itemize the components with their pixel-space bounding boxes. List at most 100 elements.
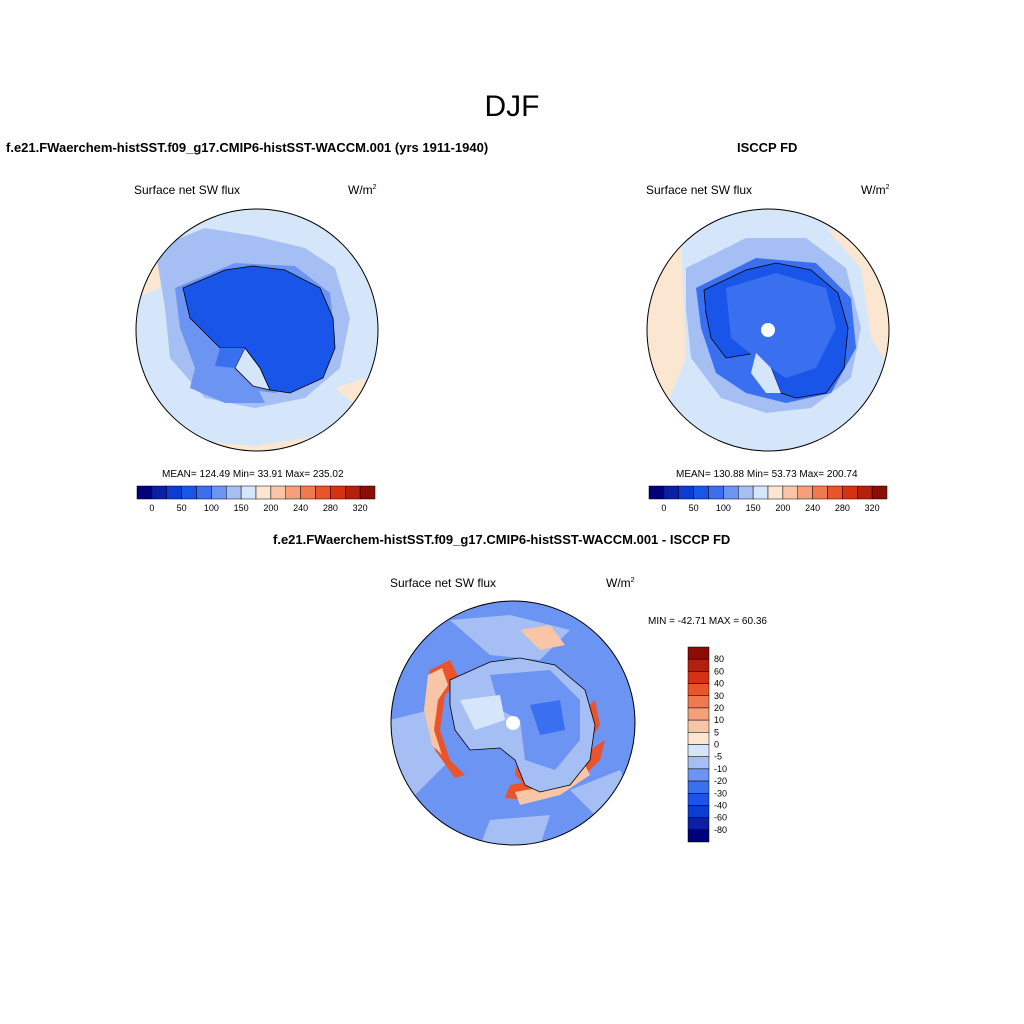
panel-3-colorbar-swatch: [687, 793, 710, 806]
panel-3-colorbar-tick-label: 10: [714, 715, 724, 725]
panel-3-variable: Surface net SW flux: [390, 576, 497, 590]
panel-2-variable: Surface net SW flux: [646, 183, 753, 197]
panel-3-colorbar-swatch: [687, 732, 710, 745]
panel-2-colorbar: [648, 485, 888, 500]
panel-1-colorbar-tick-label: 200: [263, 503, 278, 513]
panel-3-colorbar-swatch: [687, 707, 710, 721]
panel-3-colorbar-tick-label: 30: [714, 691, 724, 701]
panel-3-colorbar-labels: 80 60 40 30 20 10 5 0 -5 -10 -20 -30 -40 -60 -80: [714, 654, 727, 835]
panel-3-colorbar-tick-label: 0: [714, 740, 719, 750]
panel-1-colorbar-tick-label: 100: [204, 503, 219, 513]
panel-3-colorbar-tick-label: -60: [714, 813, 727, 823]
panel-2-colorbar-swatch: [812, 485, 828, 500]
panel-2-colorbar-swatch: [663, 485, 679, 500]
panel-2-colorbar-swatch: [723, 485, 739, 500]
panel-3-colorbar-swatch: [687, 756, 710, 770]
panel-2-colorbar-swatch: [767, 485, 784, 500]
panel-2-colorbar-swatch: [708, 485, 724, 500]
panel-2-colorbar-swatch: [782, 485, 798, 500]
panel-2-colorbar-swatch: [678, 485, 694, 500]
panel-3-colorbar-swatch: [687, 683, 710, 696]
panel-2-colorbar-tick-label: 200: [775, 503, 790, 513]
panel-1-colorbar: [136, 485, 376, 500]
panel-1-stats: MEAN= 124.49 Min= 33.91 Max= 235.02: [162, 469, 344, 480]
panel-2-colorbar-swatch: [648, 485, 665, 500]
panel-3-units: W/m2: [606, 576, 635, 590]
panel-2-colorbar-swatch: [752, 485, 769, 500]
panel-1-colorbar-tick-label: 150: [234, 503, 249, 513]
panel-2-colorbar-swatch: [693, 485, 709, 500]
panel-1-colorbar-swatch: [255, 485, 272, 500]
panel-1-colorbar-swatch: [315, 485, 331, 500]
panel-1-colorbar-swatch: [285, 485, 301, 500]
panel-3-colorbar-tick-label: -5: [714, 752, 722, 762]
panel-1-colorbar-tick-label: 320: [353, 503, 368, 513]
panel-2-colorbar-tick-label: 0: [661, 503, 666, 513]
panel-3-colorbar-swatch: [687, 744, 710, 757]
panel-3-colorbar-tick-label: 40: [714, 679, 724, 689]
panel-1-units: W/m2: [348, 183, 377, 197]
panel-2-colorbar-labels: 0 50 100 150 200 240 280 320: [661, 503, 880, 513]
panel-2-colorbar-tick-label: 320: [865, 503, 880, 513]
panel-3-colorbar-tick-label: -20: [714, 776, 727, 786]
panel-2-stats: MEAN= 130.88 Min= 53.73 Max= 200.74: [676, 469, 858, 480]
panel-3-colorbar-swatch: [687, 658, 710, 672]
panel-2-map: [646, 208, 890, 452]
panel-2-colorbar-swatch: [738, 485, 754, 500]
panel-3-stats: MIN = -42.71 MAX = 60.36: [648, 616, 767, 627]
panel-1-colorbar-swatch: [226, 485, 242, 500]
panel-3-colorbar-tick-label: 5: [714, 727, 719, 737]
panel-2-colorbar-swatch: [797, 485, 813, 500]
panel-3-colorbar-swatch: [687, 805, 710, 818]
panel-3-colorbar-swatch: [687, 646, 710, 660]
panel-3-colorbar-swatch: [687, 768, 710, 782]
panel-3-colorbar-swatch: [687, 671, 710, 684]
panel-3-colorbar-tick-label: -10: [714, 764, 727, 774]
panel-2-units: W/m2: [861, 183, 890, 197]
panel-3-colorbar-tick-label: 60: [714, 666, 724, 676]
panel-1-colorbar-swatch: [196, 485, 212, 500]
panel-3-colorbar-swatch: [687, 695, 710, 709]
panel-3-colorbar-tick-label: -30: [714, 788, 727, 798]
panel-3-colorbar-tick-label: 80: [714, 654, 724, 664]
panel-1-colorbar-tick-label: 0: [149, 503, 154, 513]
panel-2-colorbar-swatch: [871, 485, 888, 500]
panel-2-colorbar-swatch: [857, 485, 873, 500]
panel-1-colorbar-swatch: [330, 485, 346, 500]
panel-2-colorbar-swatch: [827, 485, 843, 500]
panel-3-colorbar-tick-label: -80: [714, 825, 727, 835]
panel-3-colorbar-tick-label: 20: [714, 703, 724, 713]
panel-2-colorbar-tick-label: 280: [835, 503, 850, 513]
panel-3-colorbar-swatch: [687, 719, 710, 733]
panel-3-title: f.e21.FWaerchem-histSST.f09_g17.CMIP6-hi…: [273, 532, 731, 547]
panel-2-colorbar-tick-label: 100: [716, 503, 731, 513]
panel-2-colorbar-tick-label: 240: [805, 503, 820, 513]
panel-1-colorbar-swatch: [270, 485, 286, 500]
panel-1-colorbar-tick-label: 50: [177, 503, 187, 513]
panel-1-colorbar-tick-label: 280: [323, 503, 338, 513]
panel-3-colorbar-swatch: [687, 817, 710, 831]
panel-1-variable: Surface net SW flux: [134, 183, 241, 197]
panel-1-colorbar-swatch: [136, 485, 153, 500]
panel-3-colorbar-tick-label: -40: [714, 800, 727, 810]
panel-1-colorbar-swatch: [166, 485, 182, 500]
panel-2-colorbar-tick-label: 150: [746, 503, 761, 513]
panel-1-colorbar-swatch: [240, 485, 257, 500]
panel-2-colorbar-swatch: [842, 485, 858, 500]
panel-3-colorbar-swatch: [687, 780, 710, 794]
panel-1-colorbar-tick-label: 240: [293, 503, 308, 513]
panel-1-colorbar-swatch: [359, 485, 376, 500]
panel-1-colorbar-swatch: [300, 485, 316, 500]
panel-3-colorbar: [687, 646, 710, 843]
panel-2-colorbar-tick-label: 50: [689, 503, 699, 513]
panel-1-colorbar-swatch: [151, 485, 167, 500]
panel-1-title: f.e21.FWaerchem-histSST.f09_g17.CMIP6-hi…: [6, 140, 489, 155]
panel-2-title: ISCCP FD: [737, 140, 798, 155]
panel-3-map: [390, 600, 636, 846]
panel-1-colorbar-swatch: [345, 485, 361, 500]
panel-1-colorbar-swatch: [211, 485, 227, 500]
panel-1-colorbar-swatch: [181, 485, 197, 500]
figure-title: DJF: [484, 90, 540, 123]
panel-1-map: [135, 208, 379, 452]
panel-1-colorbar-labels: 0 50 100 150 200 240 280 320: [149, 503, 368, 513]
